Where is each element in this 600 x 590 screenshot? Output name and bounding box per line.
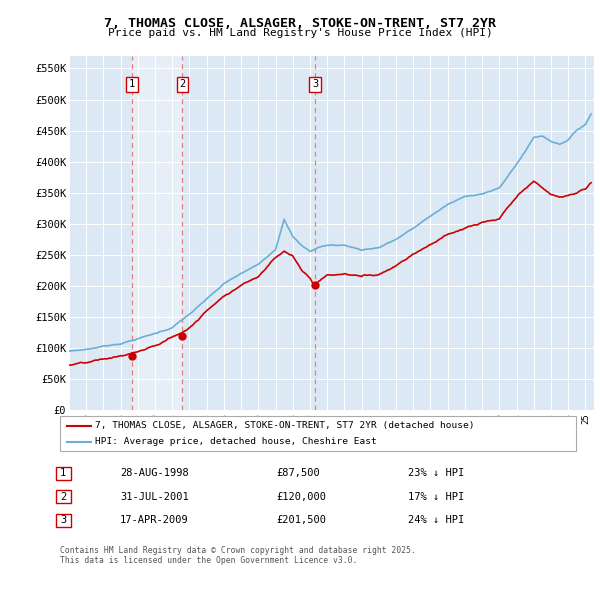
Text: 3: 3 [312,80,318,89]
Text: 1: 1 [129,80,135,89]
Text: 24% ↓ HPI: 24% ↓ HPI [408,516,464,525]
Text: 17-APR-2009: 17-APR-2009 [120,516,189,525]
Text: £120,000: £120,000 [276,492,326,502]
Text: 31-JUL-2001: 31-JUL-2001 [120,492,189,502]
Text: HPI: Average price, detached house, Cheshire East: HPI: Average price, detached house, Ches… [95,437,377,446]
Text: £201,500: £201,500 [276,516,326,525]
Text: 17% ↓ HPI: 17% ↓ HPI [408,492,464,502]
Text: 1: 1 [60,468,66,478]
Text: 7, THOMAS CLOSE, ALSAGER, STOKE-ON-TRENT, ST7 2YR (detached house): 7, THOMAS CLOSE, ALSAGER, STOKE-ON-TRENT… [95,421,475,430]
Text: 2: 2 [179,80,185,89]
Text: 7, THOMAS CLOSE, ALSAGER, STOKE-ON-TRENT, ST7 2YR: 7, THOMAS CLOSE, ALSAGER, STOKE-ON-TRENT… [104,17,496,30]
Text: 3: 3 [60,516,66,525]
Text: 23% ↓ HPI: 23% ↓ HPI [408,468,464,478]
Text: Contains HM Land Registry data © Crown copyright and database right 2025.
This d: Contains HM Land Registry data © Crown c… [60,546,416,565]
Text: 2: 2 [60,492,66,502]
Text: £87,500: £87,500 [276,468,320,478]
Text: 28-AUG-1998: 28-AUG-1998 [120,468,189,478]
Text: Price paid vs. HM Land Registry's House Price Index (HPI): Price paid vs. HM Land Registry's House … [107,28,493,38]
Bar [132,56,182,410]
